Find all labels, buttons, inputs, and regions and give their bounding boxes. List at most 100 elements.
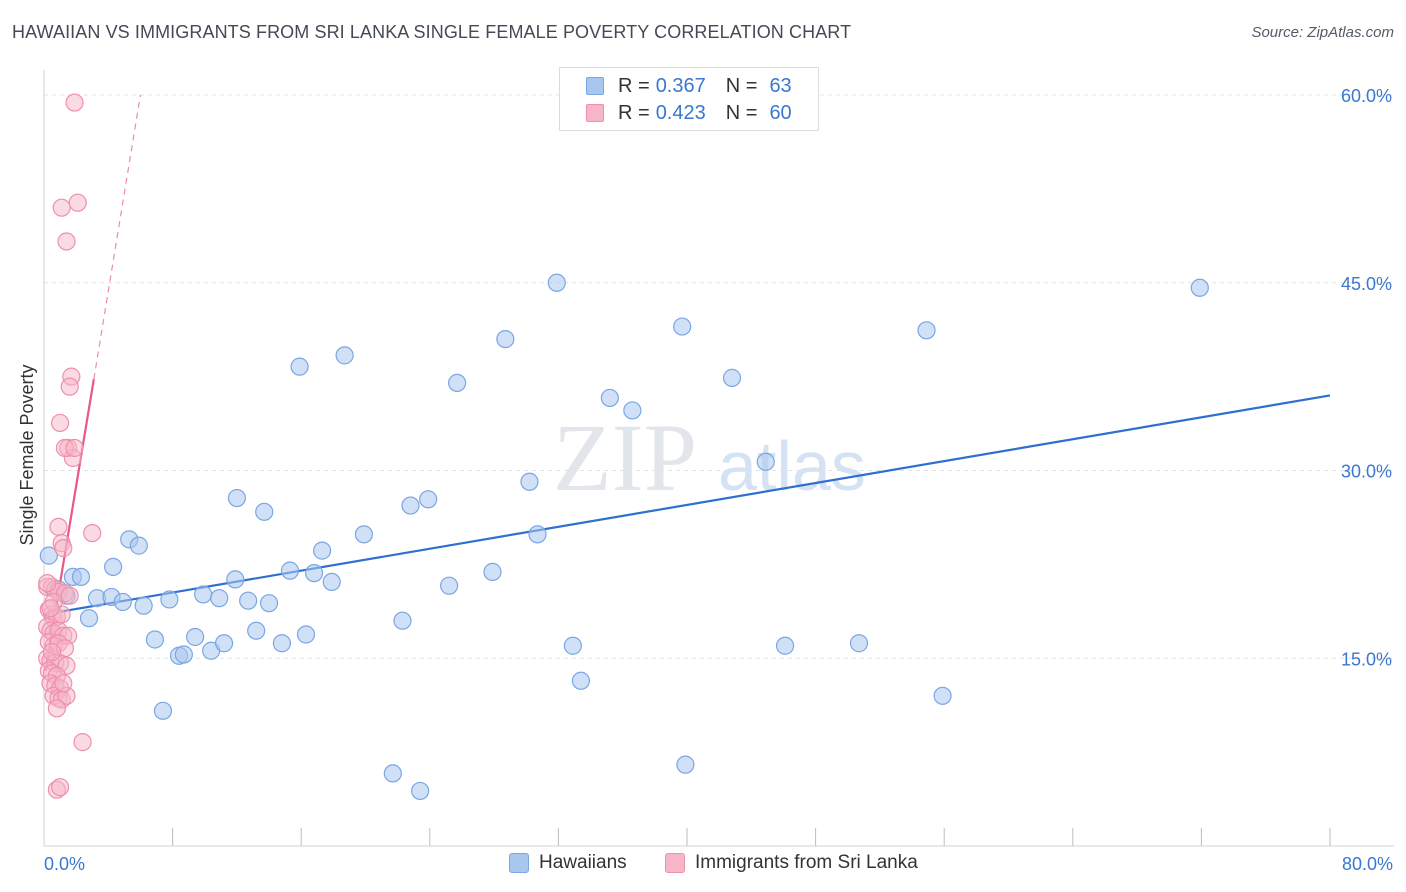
r-value: 0.367 xyxy=(655,74,706,97)
hawaiians-point xyxy=(304,564,324,583)
hawaiians-point xyxy=(547,273,566,292)
source-label: Source: ZipAtlas.com xyxy=(1251,24,1394,41)
hawaiians-point xyxy=(401,496,420,515)
hawaiians-point xyxy=(79,609,99,628)
hawaiians-point xyxy=(528,525,547,544)
watermark-atlas: atlas xyxy=(718,427,866,505)
blue-swatch xyxy=(586,77,604,95)
hawaiians-point xyxy=(104,557,123,576)
sri-lanka-point xyxy=(54,674,73,693)
hawaiians-point xyxy=(1190,278,1209,297)
sri-lanka-point xyxy=(60,586,79,605)
gridlines xyxy=(44,94,1394,659)
hawaiians-points xyxy=(39,273,1209,801)
hawaiians-point xyxy=(335,346,354,365)
sri-lanka-point xyxy=(38,574,57,593)
n-label: N = xyxy=(725,101,758,124)
sri-lanka-point xyxy=(50,778,70,797)
hawaiians-point xyxy=(439,576,459,595)
sri-lanka-point xyxy=(65,438,84,458)
hawaiians-point xyxy=(483,562,502,581)
hawaiians-trend-line xyxy=(43,394,1331,616)
hawaiians-point xyxy=(722,368,742,387)
legend-item-sri-lanka: Immigrants from Sri Lanka xyxy=(665,852,918,874)
n-value: 60 xyxy=(769,101,792,124)
hawaiians-point xyxy=(210,589,229,608)
correlation-legend: R = 0.367 N = 63 R = 0.423 N = 60 xyxy=(559,67,819,131)
hawaiians-point xyxy=(145,630,165,649)
hawaiians-point xyxy=(312,541,332,560)
legend-item-hawaiians: Hawaiians xyxy=(509,852,627,874)
n-value: 63 xyxy=(769,74,792,97)
chart-title: HAWAIIAN VS IMMIGRANTS FROM SRI LANKA SI… xyxy=(12,22,852,42)
hawaiians-point xyxy=(448,373,467,393)
sri-lanka-points xyxy=(38,93,102,799)
hawaiians-point xyxy=(214,634,234,653)
hawaiians-point xyxy=(227,488,246,508)
sri-lanka-point xyxy=(73,733,92,752)
hawaiians-point xyxy=(71,567,91,587)
hawaiians-point xyxy=(849,634,869,653)
pink-swatch xyxy=(665,853,685,873)
tick-labels: 15.0% 30.0% 45.0% 60.0% 0.0% 80.0% xyxy=(44,86,1393,874)
legend-label: Immigrants from Sri Lanka xyxy=(695,852,918,873)
hawaiians-point xyxy=(496,329,515,349)
legend-row-sri-lanka: R = 0.423 N = 60 xyxy=(586,101,792,125)
r-label: R = xyxy=(618,74,650,97)
series-legend: Hawaiians Immigrants from Sri Lanka xyxy=(0,852,1406,876)
n-label: N = xyxy=(725,74,758,97)
legend-label: Hawaiians xyxy=(539,852,627,873)
hawaiians-point xyxy=(520,472,539,491)
x-tick-label: 0.0% xyxy=(44,854,85,874)
hawaiians-point xyxy=(129,536,148,555)
hawaiians-point xyxy=(600,388,619,408)
zipatlas-watermark: ZIP atlas xyxy=(553,404,866,511)
hawaiians-point xyxy=(673,317,692,336)
y-tick-label: 30.0% xyxy=(1341,462,1392,482)
hawaiians-point xyxy=(393,611,412,630)
hawaiians-point xyxy=(272,634,292,653)
hawaiians-point xyxy=(160,590,179,609)
hawaiians-point xyxy=(113,592,132,612)
sri-lanka-point xyxy=(54,539,73,558)
hawaiians-point xyxy=(255,502,274,521)
hawaiians-point xyxy=(354,525,373,544)
sri-lanka-point xyxy=(50,413,70,433)
hawaiians-point xyxy=(917,321,936,340)
y-tick-label: 45.0% xyxy=(1341,274,1392,294)
hawaiians-point xyxy=(153,701,173,720)
r-label: R = xyxy=(618,101,650,124)
hawaiians-point xyxy=(39,546,58,565)
y-tick-label: 60.0% xyxy=(1341,86,1392,106)
hawaiians-point xyxy=(280,561,300,580)
sri-lanka-point xyxy=(68,193,87,212)
hawaiians-point xyxy=(775,636,795,655)
hawaiians-point xyxy=(676,755,695,774)
blue-swatch xyxy=(509,853,529,873)
hawaiians-point xyxy=(322,572,341,592)
sri-lanka-point xyxy=(57,232,76,251)
hawaiians-point xyxy=(571,671,591,690)
sri-lanka-point xyxy=(52,198,71,217)
axes xyxy=(43,70,1394,847)
hawaiians-point xyxy=(563,636,582,655)
hawaiians-point xyxy=(411,781,430,801)
hawaiians-trendline xyxy=(43,394,1331,616)
hawaiians-point xyxy=(419,490,438,509)
sri-lanka-point xyxy=(49,517,68,536)
hawaiians-point xyxy=(186,627,205,647)
sri-lanka-point xyxy=(42,642,62,662)
hawaiians-point xyxy=(756,452,775,471)
hawaiians-point xyxy=(383,764,402,783)
sri-lanka-point xyxy=(47,699,66,718)
hawaiians-point xyxy=(933,686,952,705)
y-tick-label: 15.0% xyxy=(1341,649,1392,669)
sri-lanka-point xyxy=(65,93,84,112)
hawaiians-point xyxy=(259,594,279,613)
hawaiians-point xyxy=(174,645,193,664)
pink-swatch xyxy=(586,104,604,122)
hawaiians-point xyxy=(226,570,245,589)
y-axis-label: Single Female Poverty xyxy=(17,364,37,545)
sri-lanka-trend-extension xyxy=(93,94,142,380)
